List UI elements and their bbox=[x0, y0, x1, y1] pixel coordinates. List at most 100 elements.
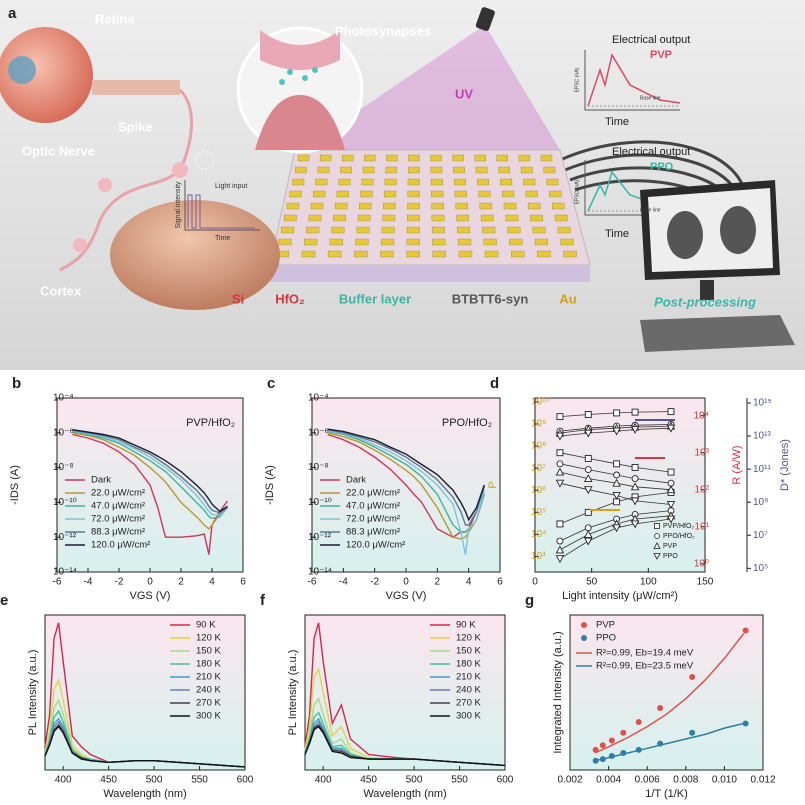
axis-title: VGS (V) bbox=[386, 590, 427, 602]
legend-label: 22.0 μW/cm² bbox=[91, 488, 145, 499]
y-tick-label: 10⁷ bbox=[531, 463, 546, 474]
pad bbox=[509, 238, 523, 246]
presynapse bbox=[260, 30, 340, 70]
legend-marker bbox=[654, 533, 660, 539]
label: EPSC (nA) bbox=[574, 67, 580, 92]
pad bbox=[520, 166, 533, 174]
pad bbox=[383, 190, 397, 198]
pad bbox=[338, 178, 351, 186]
pad bbox=[475, 166, 488, 174]
pad bbox=[383, 202, 396, 210]
y-tick-label: 10⁴ bbox=[531, 529, 546, 540]
y-tick-label: 10¹⁵ bbox=[753, 398, 772, 409]
y-tick-label: 10⁻¹⁴ bbox=[308, 567, 332, 578]
marker bbox=[666, 485, 676, 494]
legend-label: 270 K bbox=[196, 698, 221, 709]
pad bbox=[500, 178, 513, 186]
marker bbox=[555, 432, 565, 441]
pad bbox=[380, 250, 394, 258]
marker bbox=[599, 756, 606, 763]
pad bbox=[306, 226, 320, 234]
annotation: PVP/HfO₂ bbox=[186, 417, 235, 429]
y-tick-label: 10⁷ bbox=[753, 530, 768, 541]
label: Optic Nerve bbox=[22, 143, 95, 158]
pad bbox=[431, 202, 444, 210]
label: Retina bbox=[95, 11, 136, 26]
legend-label: 88.3 μW/cm² bbox=[91, 527, 145, 538]
marker bbox=[555, 545, 565, 554]
pad bbox=[457, 226, 471, 234]
pad bbox=[479, 202, 493, 210]
pad bbox=[385, 166, 398, 174]
marker bbox=[584, 466, 592, 474]
x-tick-label: 2 bbox=[435, 577, 441, 588]
legend-label: PVP bbox=[663, 543, 677, 550]
pad bbox=[317, 166, 330, 174]
legend-label: 300 K bbox=[456, 711, 481, 722]
x-tick-label: 550 bbox=[451, 775, 468, 786]
axis-title: PL Intensity (a.u.) bbox=[27, 650, 39, 736]
pvp-output-inset bbox=[584, 50, 681, 111]
y-tick-label: 10¹ bbox=[695, 521, 710, 532]
axis-title: VGS (V) bbox=[130, 590, 171, 602]
pad bbox=[507, 226, 521, 234]
marker bbox=[612, 492, 621, 500]
pad bbox=[360, 190, 373, 198]
label: Light input bbox=[215, 183, 247, 190]
legend-label: PPO/HfO₂ bbox=[663, 533, 695, 540]
legend-label: 150 K bbox=[456, 646, 481, 657]
x-tick-label: 400 bbox=[315, 775, 332, 786]
marker bbox=[689, 729, 696, 736]
marker bbox=[667, 468, 675, 476]
y-tick-label: 10⁻¹⁴ bbox=[53, 567, 77, 578]
pad bbox=[356, 226, 370, 234]
pad bbox=[283, 214, 297, 222]
pad bbox=[537, 250, 551, 258]
marker bbox=[613, 460, 621, 468]
marker bbox=[584, 474, 593, 483]
pad bbox=[518, 154, 531, 162]
marker bbox=[631, 408, 639, 416]
legend-label: 150 K bbox=[196, 646, 221, 657]
pad bbox=[407, 214, 420, 222]
series-line bbox=[72, 429, 228, 513]
layer-label: Au bbox=[559, 291, 576, 306]
pad bbox=[431, 190, 444, 198]
postsynapse bbox=[255, 95, 345, 150]
pad bbox=[474, 154, 486, 162]
label: EPSC (nA) bbox=[574, 179, 580, 204]
legend-label: 180 K bbox=[456, 659, 481, 670]
legend-label: PPO bbox=[663, 553, 678, 560]
marker bbox=[667, 408, 675, 416]
pad bbox=[430, 166, 443, 174]
legend-marker bbox=[654, 523, 660, 529]
marker bbox=[620, 749, 627, 756]
label: Base line bbox=[640, 207, 661, 213]
series-line bbox=[304, 725, 506, 767]
y-tick-label: 10⁶ bbox=[531, 485, 546, 496]
panel-label: g bbox=[525, 592, 534, 609]
x-tick-label: 500 bbox=[146, 775, 163, 786]
pad bbox=[554, 214, 568, 222]
pad bbox=[432, 250, 447, 258]
annotation: PPO/HfO₂ bbox=[442, 417, 492, 429]
y-tick-label: 10⁻¹² bbox=[53, 532, 77, 543]
pad bbox=[483, 238, 497, 246]
legend-label: 47.0 μW/cm² bbox=[346, 501, 400, 512]
pad bbox=[289, 190, 302, 198]
pad bbox=[329, 238, 343, 246]
pad bbox=[386, 154, 398, 162]
pad bbox=[501, 190, 515, 198]
x-tick-label: 150 bbox=[697, 577, 714, 588]
pad bbox=[540, 154, 553, 162]
axis-title: P bbox=[487, 481, 499, 488]
legend-label: 120 K bbox=[456, 633, 481, 644]
y-tick-label: 10⁸ bbox=[531, 441, 546, 452]
pad bbox=[406, 238, 420, 246]
legend-marker bbox=[581, 622, 587, 628]
legend-label: Dark bbox=[91, 475, 111, 486]
pad bbox=[456, 214, 470, 222]
pad bbox=[407, 166, 420, 174]
marker bbox=[666, 515, 676, 524]
x-tick-label: 450 bbox=[360, 775, 377, 786]
